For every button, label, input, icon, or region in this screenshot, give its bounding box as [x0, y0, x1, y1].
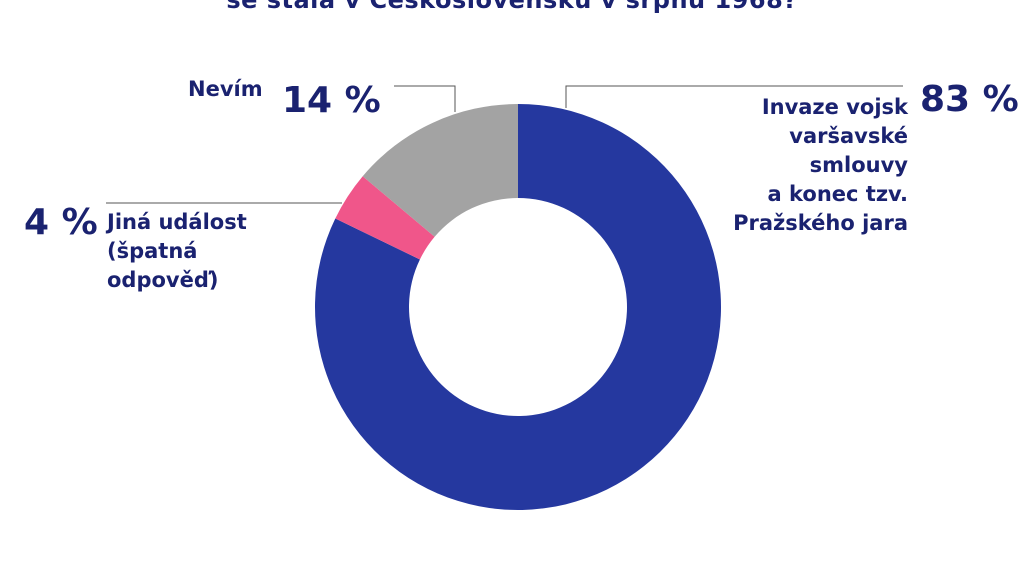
label-line: a konec tzv.: [767, 182, 908, 206]
slice-label-jina: Jiná událost (špatná odpověď): [107, 208, 247, 295]
slice-value-invaze: 83 %: [920, 79, 1019, 120]
label-line: odpověď): [107, 268, 219, 292]
label-line: Jiná událost: [107, 210, 247, 234]
slice-jina-udalost: [335, 176, 435, 260]
chart-title: se stala v Československu v srpnu 1968?: [226, 0, 798, 14]
label-line: (špatná: [107, 239, 198, 263]
label-line: varšavské: [789, 124, 908, 148]
label-line: Pražského jara: [733, 211, 908, 235]
slice-value-nevim: 14 %: [282, 80, 381, 121]
slice-value-jina: 4 %: [24, 202, 98, 243]
label-line: smlouvy: [809, 153, 908, 177]
leader-line-invaze: [565, 85, 903, 108]
slice-nevim: [362, 104, 518, 237]
leader-line-nevim: [394, 85, 456, 112]
slice-label-invaze: Invaze vojsk varšavské smlouvy a konec t…: [733, 93, 908, 238]
slice-label-nevim: Nevím: [188, 77, 263, 101]
slice-invaze: [315, 104, 721, 510]
label-line: Invaze vojsk: [761, 95, 908, 119]
